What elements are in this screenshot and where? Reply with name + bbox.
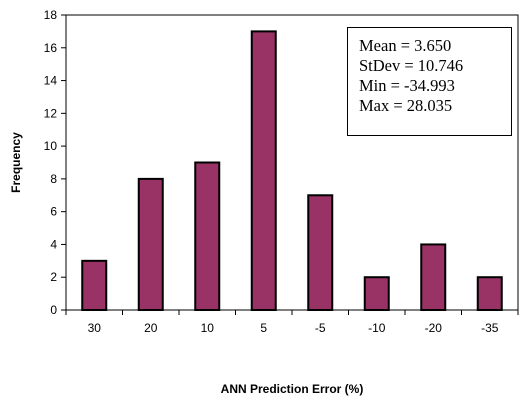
y-axis-ticks: 0 2 4 6 8 10 12 14 16 18	[44, 8, 66, 317]
bar	[476, 276, 503, 312]
y-tick-label: 14	[44, 74, 58, 88]
x-tick-label: -5	[315, 321, 326, 335]
bar	[137, 177, 164, 311]
bars	[81, 30, 503, 312]
x-tick-label: 5	[260, 321, 267, 335]
y-tick-label: 0	[50, 303, 57, 317]
x-tick-label: 20	[144, 321, 158, 335]
y-tick-label: 4	[50, 237, 57, 251]
y-tick-label: 12	[44, 106, 58, 120]
y-tick-label: 16	[44, 41, 58, 55]
bar	[250, 30, 277, 312]
stat-mean: Mean = 3.650	[359, 36, 452, 55]
x-tick-label: -35	[481, 321, 499, 335]
bar	[420, 243, 447, 311]
plot-frame	[65, 14, 519, 311]
x-tick-label: -20	[425, 321, 443, 335]
stats-annotation-box: Mean = 3.650 StDev = 10.746 Min = -34.99…	[347, 27, 512, 136]
bar	[363, 276, 390, 312]
stat-stdev: StDev = 10.746	[359, 56, 464, 75]
y-tick-label: 8	[50, 172, 57, 186]
bar	[307, 194, 334, 311]
x-tick-label: 10	[201, 321, 215, 335]
x-axis-ticks: 30 20 10 5 -5 -10 -20 -35	[65, 310, 519, 335]
bar	[81, 259, 108, 312]
bar	[194, 161, 221, 311]
y-tick-label: 2	[50, 270, 57, 284]
y-axis-title: Frequency	[9, 132, 23, 193]
stat-min: Min = -34.993	[359, 76, 455, 95]
x-tick-label: 30	[88, 321, 102, 335]
stat-max: Max = 28.035	[359, 96, 453, 115]
y-tick-label: 10	[44, 139, 58, 153]
x-axis-title: ANN Prediction Error (%)	[221, 382, 364, 396]
y-tick-label: 6	[50, 205, 57, 219]
y-tick-label: 18	[44, 8, 58, 22]
x-tick-label: -10	[368, 321, 386, 335]
